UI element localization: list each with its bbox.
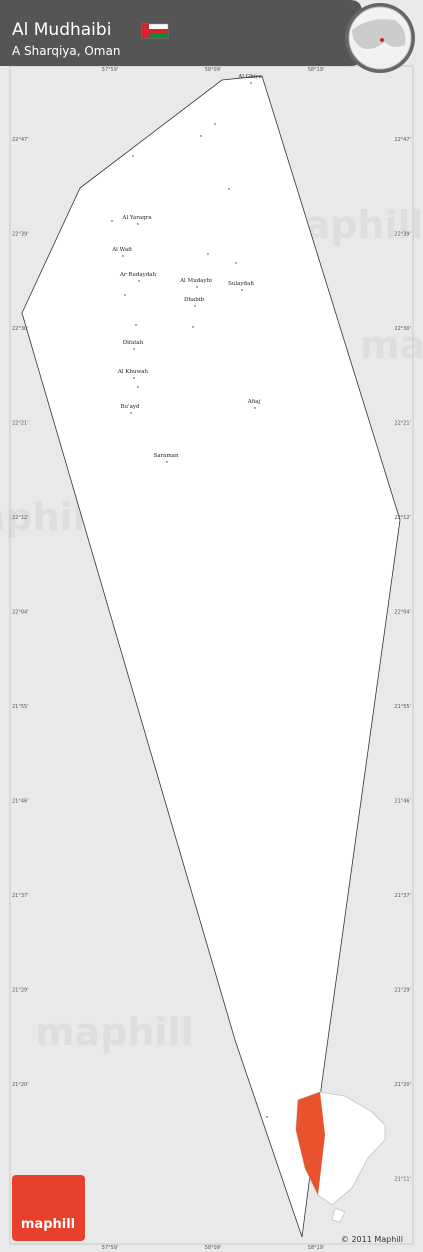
latitude-label: 21°29' (12, 988, 29, 994)
place-label: Saraman (154, 453, 179, 459)
place-dot (207, 253, 209, 255)
place-label: Al Ghiya (237, 74, 262, 80)
latitude-label: 21°55' (394, 704, 411, 710)
place-label: Sulaydah (228, 281, 254, 287)
place-label: Al Yaraqra (121, 215, 152, 221)
title: Al Mudhaibi (12, 20, 111, 40)
place-label: Bu'ayd (120, 404, 139, 410)
longitude-label: 58°19' (308, 1245, 325, 1251)
inset-map (295, 1091, 386, 1223)
watermark: maphill (35, 1010, 194, 1054)
latitude-label: 22°12' (394, 515, 411, 521)
latitude-label: 21°29' (394, 988, 411, 994)
place-dot (111, 220, 113, 222)
place-dot (192, 326, 194, 328)
latitude-label: 22°39' (394, 232, 411, 238)
place-dot (254, 407, 256, 409)
latitude-label: 22°39' (12, 232, 29, 238)
place-dot (228, 188, 230, 190)
latitude-label: 22°47' (394, 137, 411, 143)
latitude-label: 21°37' (12, 893, 29, 899)
subtitle: A Sharqiya, Oman (12, 44, 120, 58)
longitude-label: 58°09' (205, 1245, 222, 1251)
latitude-label: 21°20' (12, 1082, 29, 1088)
place-dot (132, 155, 134, 157)
place-dot (130, 412, 132, 414)
place-label: Al Khuwah (117, 369, 149, 375)
latitude-label: 22°47' (12, 137, 29, 143)
latitude-label: 22°04' (12, 610, 29, 616)
latitude-label: 21°37' (394, 893, 411, 899)
place-dot (241, 289, 243, 291)
flag (141, 23, 169, 39)
place-dot (250, 82, 252, 84)
place-label: Afiaj (247, 399, 261, 405)
place-dot (138, 280, 140, 282)
longitude-label: 57°59' (102, 67, 119, 73)
place-dot (137, 223, 139, 225)
latitude-label: 22°30' (394, 326, 411, 332)
place-dot (124, 294, 126, 296)
logo-box (12, 1175, 85, 1241)
place-dot (214, 123, 216, 125)
latitude-label: 22°12' (12, 515, 29, 521)
place-dot (266, 1116, 268, 1118)
longitude-label: 57°59' (102, 1245, 119, 1251)
longitude-label: 58°19' (308, 67, 325, 73)
latitude-label: 21°46' (394, 799, 411, 805)
place-dot (137, 386, 139, 388)
latitude-label: 21°55' (12, 704, 29, 710)
place-dot (200, 135, 202, 137)
place-label: Al Wafi (111, 247, 132, 253)
latitude-label: 22°04' (394, 610, 411, 616)
latitude-label: 21°20' (394, 1082, 411, 1088)
place-dot (166, 461, 168, 463)
latitude-label: 22°21' (394, 421, 411, 427)
longitude-label: 58°09' (205, 67, 222, 73)
place-dot (133, 377, 135, 379)
place-label: Al Mudaybi (179, 278, 212, 284)
place-label: Difatah (123, 340, 144, 346)
place-dot (194, 305, 196, 307)
region-boundary (21, 75, 401, 1238)
latitude-label: 21°46' (12, 799, 29, 805)
globe (345, 3, 415, 73)
place-dot (196, 286, 198, 288)
header-bar (0, 0, 362, 66)
place-dot (133, 348, 135, 350)
logo: maphill (21, 1217, 75, 1232)
place-label: Ar Rudaydah (119, 272, 157, 278)
place-dot (135, 324, 137, 326)
latitude-label: 22°30' (12, 326, 29, 332)
place-dot (122, 255, 124, 257)
latitude-label: 21°11' (394, 1177, 411, 1183)
copyright: © 2011 Maphill (341, 1235, 403, 1244)
watermark: maphill (360, 323, 423, 367)
place-label: Dhabib (184, 297, 205, 303)
place-dot (235, 262, 237, 264)
latitude-label: 22°21' (12, 421, 29, 427)
